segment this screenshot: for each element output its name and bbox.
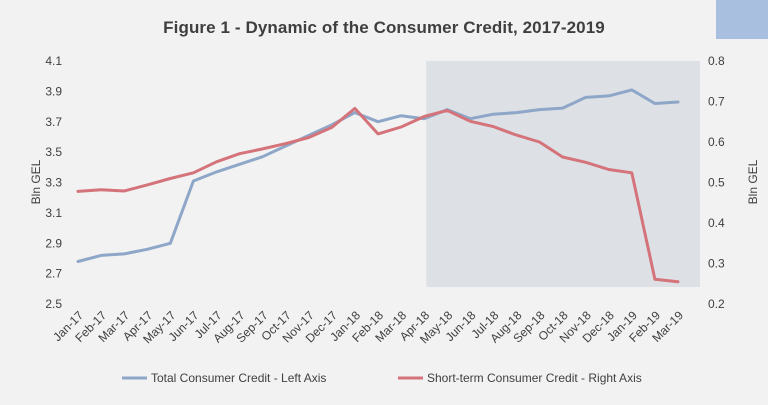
right-axis-tick-label: 0.3: [708, 257, 725, 271]
left-axis-tick-label: 3.7: [45, 115, 62, 129]
right-axis-tick-label: 0.2: [708, 297, 725, 311]
left-axis-tick-label: 2.5: [45, 297, 62, 311]
legend-label-total: Total Consumer Credit - Left Axis: [151, 371, 326, 385]
shaded-period-region: [426, 61, 700, 287]
chart-title: Figure 1 - Dynamic of the Consumer Credi…: [163, 18, 605, 37]
legend-label-short-term: Short-term Consumer Credit - Right Axis: [427, 371, 642, 385]
right-axis-tick-label: 0.8: [708, 54, 725, 68]
left-axis-tick-label: 2.7: [45, 267, 62, 281]
right-axis-tick-label: 0.4: [708, 216, 725, 230]
left-axis-title: Bln GEL: [29, 159, 43, 204]
corner-accent-block: [716, 0, 768, 39]
left-axis-tick-label: 3.3: [45, 176, 62, 190]
right-axis-tick-label: 0.7: [708, 95, 725, 109]
total-consumer-credit-line: [76, 88, 680, 263]
left-axis-tick-label: 3.5: [45, 145, 62, 159]
legend: Total Consumer Credit - Left Axis Short-…: [122, 371, 642, 385]
left-axis-tick-label: 4.1: [45, 54, 62, 68]
right-axis-title: Bln GEL: [746, 159, 760, 204]
left-axis-tick-label: 2.9: [45, 236, 62, 250]
left-axis-tick-label: 3.9: [45, 84, 62, 98]
right-axis-tick-label: 0.6: [708, 135, 725, 149]
short-term-consumer-credit-line: [76, 106, 680, 284]
right-axis-tick-label: 0.5: [708, 176, 725, 190]
left-axis-tick-label: 3.1: [45, 206, 62, 220]
